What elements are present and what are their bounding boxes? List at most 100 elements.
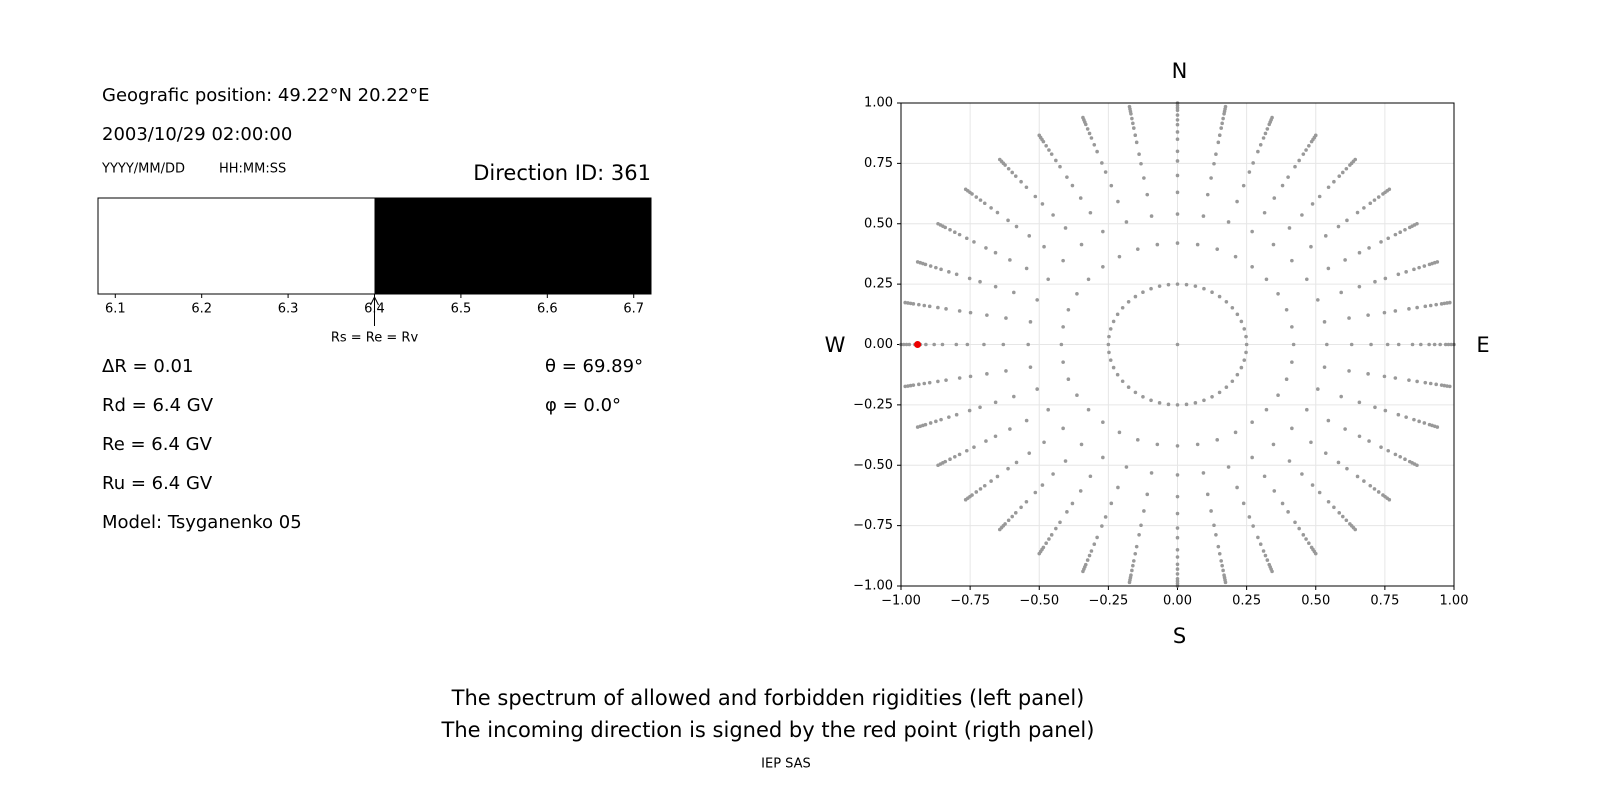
param: Rd = 6.4 GV	[102, 395, 214, 416]
direction-point	[1131, 563, 1135, 568]
direction-point	[1345, 466, 1349, 471]
direction-point	[1343, 427, 1347, 431]
direction-point	[1271, 242, 1276, 247]
direction-point	[1263, 553, 1268, 558]
direction-point	[1242, 358, 1247, 362]
direction-point	[1135, 438, 1140, 442]
direction-point	[1428, 381, 1433, 386]
param: Re = 6.4 GV	[102, 434, 213, 455]
direction-point	[1423, 304, 1428, 309]
direction-point	[1141, 290, 1145, 295]
direction-point	[1297, 158, 1301, 163]
direction-point	[928, 264, 933, 268]
direction-point	[1241, 183, 1246, 188]
direction-point	[1014, 224, 1019, 229]
direction-point	[1386, 448, 1391, 453]
direction-point	[1372, 198, 1377, 202]
x-tick-label: −1.00	[881, 594, 921, 609]
direction-point	[953, 230, 957, 235]
y-tick-label: −1.00	[853, 579, 893, 594]
direction-point	[989, 206, 993, 210]
direction-point	[965, 342, 970, 347]
direction-point	[1317, 490, 1322, 495]
direction-point	[944, 307, 948, 311]
direction-point	[1155, 442, 1160, 447]
direction-point	[1202, 286, 1206, 291]
direction-point	[1149, 471, 1154, 475]
direction-point	[1081, 115, 1085, 120]
direction-point	[1355, 210, 1360, 215]
direction-point	[954, 272, 959, 277]
direction-point	[1287, 459, 1292, 463]
direction-point	[1205, 492, 1210, 497]
direction-point	[1362, 479, 1366, 483]
direction-point	[1221, 116, 1225, 121]
direction-point	[1376, 490, 1381, 494]
direction-point	[1047, 148, 1051, 152]
direction-point	[1305, 277, 1309, 282]
direction-point	[1262, 210, 1267, 215]
direction-point	[1047, 537, 1051, 541]
direction-point	[903, 384, 908, 389]
direction-point	[1326, 185, 1331, 190]
direction-point	[1111, 365, 1116, 370]
direction-point	[1379, 445, 1383, 449]
x-tick-label: 6.2	[191, 302, 212, 317]
direction-point	[1184, 402, 1189, 407]
direction-point	[1251, 524, 1255, 528]
direction-point	[1106, 342, 1111, 347]
direction-point	[967, 408, 972, 413]
direction-point	[1049, 152, 1054, 156]
x-tick-label: −0.50	[1019, 594, 1059, 609]
direction-point	[1290, 426, 1294, 431]
direction-point	[1239, 319, 1244, 324]
direction-point	[1293, 520, 1297, 525]
direction-point	[1313, 551, 1318, 556]
direction-point	[1085, 558, 1090, 562]
direction-point	[1210, 394, 1214, 399]
direction-point	[1209, 509, 1213, 513]
direction-point	[1075, 291, 1079, 296]
direction-point	[1070, 183, 1075, 188]
direction-point	[1035, 387, 1039, 391]
x-tick-label: 0.25	[1232, 594, 1261, 609]
direction-point	[1108, 358, 1113, 362]
direction-point	[928, 421, 933, 425]
direction-point	[1223, 580, 1228, 585]
direction-point	[1175, 137, 1180, 142]
direction-point	[1175, 511, 1180, 516]
direction-point	[1357, 434, 1362, 439]
direction-point	[1355, 474, 1360, 479]
direction-point	[1006, 518, 1011, 523]
direction-point	[1214, 152, 1218, 157]
direction-point	[1024, 185, 1029, 190]
direction-point	[993, 400, 998, 405]
direction-point	[1175, 526, 1180, 530]
direction-point	[1101, 455, 1105, 460]
direction-point	[932, 342, 936, 347]
direction-point	[1256, 535, 1260, 540]
direction-point	[1201, 214, 1206, 218]
direction-point	[901, 342, 906, 347]
direction-point	[1044, 144, 1048, 148]
direction-point	[1396, 342, 1401, 347]
direction-point	[1157, 284, 1162, 288]
direction-point	[1212, 161, 1216, 166]
direction-point	[1235, 372, 1240, 377]
param: ΔR = 0.01	[102, 356, 193, 377]
direction-point	[1024, 266, 1029, 271]
direction-point	[1014, 460, 1019, 465]
direction-point	[1028, 365, 1033, 369]
direction-point	[1410, 342, 1415, 347]
datetime: 2003/10/29 02:00:00	[102, 124, 292, 145]
direction-point	[1323, 234, 1328, 238]
direction-point	[1166, 282, 1171, 287]
direction-point	[989, 479, 993, 483]
direction-point	[1250, 420, 1254, 424]
direction-point	[1010, 170, 1015, 175]
direction-point	[1353, 157, 1358, 162]
direction-point	[1109, 183, 1114, 188]
direction-point	[997, 527, 1002, 532]
direction-point	[1175, 567, 1180, 571]
direction-point	[1133, 551, 1138, 556]
